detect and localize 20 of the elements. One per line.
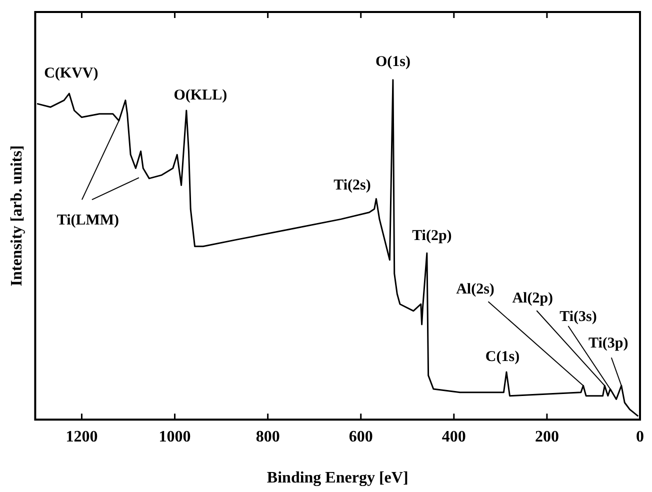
x-tick-label: 1200 [66,428,98,446]
x-tick-label: 800 [256,428,280,446]
annotation: Al(2s) [456,282,494,298]
x-axis-title: Binding Energy [eV] [266,470,408,487]
y-axis-title: Intensity [arb. units] [8,145,26,286]
annotation: O(1s) [375,54,410,70]
annotation: C(1s) [485,348,520,365]
annotation: C(KVV) [44,65,98,82]
x-tick-label: 200 [534,428,559,446]
annotation: Al(2p) [512,290,554,307]
annotation: O(KLL) [174,87,228,104]
x-tick-label: 0 [636,428,644,446]
annotation: Ti(3s) [560,308,597,325]
annotation: Ti(3p) [588,336,628,352]
annotation: Ti(2p) [412,228,452,244]
annotation: Ti(2s) [334,178,371,194]
x-tick-label: 400 [442,428,466,446]
annotation: Ti(LMM) [56,212,120,229]
x-tick-label: 600 [348,428,373,446]
x-tick-label: 1000 [158,428,191,446]
